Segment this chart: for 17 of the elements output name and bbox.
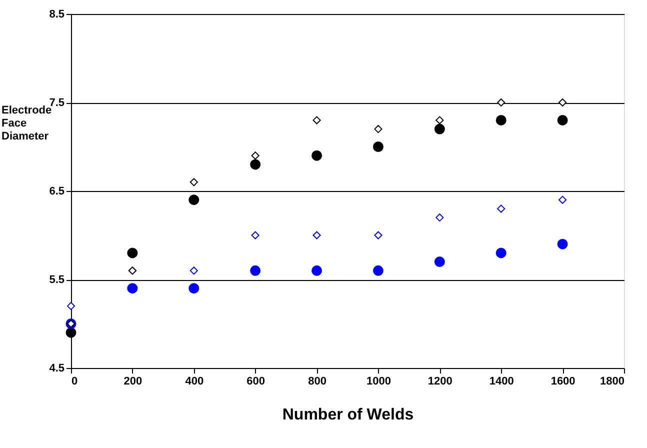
y-tick-label: 6.5 (49, 186, 64, 198)
x-tick-label: 1600 (550, 376, 576, 388)
x-tick-label: 200 (124, 376, 142, 388)
y-tick-label: 7.5 (49, 97, 64, 109)
x-tick-label: 1200 (428, 376, 452, 388)
x-tick-label: 1800 (600, 376, 624, 388)
x-tick-label: 1400 (489, 376, 514, 388)
x-tick-label: 600 (246, 376, 266, 388)
x-tick-label: 0 (72, 376, 78, 388)
x-tick-label: 1000 (366, 376, 391, 388)
x-axis-title: Number of Welds (282, 406, 414, 424)
x-tick-label: 400 (185, 376, 204, 388)
y-tick-label: 5.5 (49, 274, 64, 286)
y-tick-label: 8.5 (49, 8, 64, 20)
y-axis-title: Electrode Face Diameter (2, 104, 52, 142)
y-tick-label: 4.5 (49, 362, 64, 374)
x-tick-label: 800 (308, 376, 326, 388)
